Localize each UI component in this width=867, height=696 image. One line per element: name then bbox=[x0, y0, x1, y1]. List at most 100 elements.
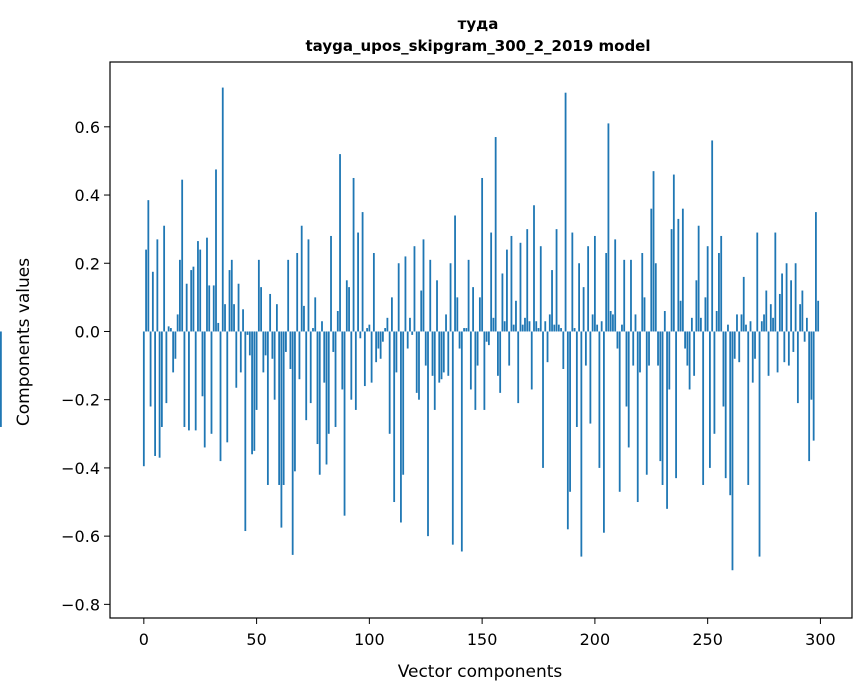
bar bbox=[377, 331, 380, 349]
bar bbox=[598, 331, 601, 468]
bar bbox=[345, 280, 348, 332]
bar bbox=[731, 331, 734, 571]
bar bbox=[587, 246, 590, 332]
bar bbox=[391, 297, 393, 332]
bar bbox=[733, 331, 736, 359]
bar bbox=[718, 253, 720, 332]
bar bbox=[634, 314, 637, 332]
bar bbox=[361, 212, 364, 332]
bar bbox=[612, 314, 614, 332]
bar bbox=[614, 239, 617, 332]
bar bbox=[183, 331, 186, 427]
bar bbox=[151, 271, 154, 332]
bar bbox=[485, 331, 488, 342]
bar bbox=[515, 300, 517, 332]
bar bbox=[352, 177, 355, 332]
x-tick-label: 200 bbox=[580, 630, 611, 649]
bar bbox=[359, 331, 362, 339]
bar bbox=[285, 331, 287, 352]
bar bbox=[262, 331, 265, 373]
bar bbox=[564, 92, 567, 332]
bar bbox=[251, 331, 253, 455]
bar bbox=[555, 229, 558, 332]
bar bbox=[194, 331, 197, 431]
bar bbox=[530, 331, 533, 390]
bar bbox=[217, 322, 220, 332]
bar bbox=[438, 331, 441, 383]
bar bbox=[711, 140, 714, 332]
bar bbox=[190, 270, 193, 332]
bar bbox=[309, 331, 312, 404]
bar bbox=[169, 328, 172, 332]
bar bbox=[627, 331, 630, 448]
bar bbox=[483, 331, 486, 410]
bar bbox=[501, 273, 504, 332]
bar bbox=[388, 331, 391, 434]
bar bbox=[713, 331, 716, 434]
bar bbox=[715, 311, 718, 332]
bar bbox=[248, 331, 251, 356]
bar bbox=[303, 305, 305, 332]
bar bbox=[298, 331, 301, 380]
bar bbox=[203, 331, 206, 448]
bar bbox=[172, 331, 175, 373]
bar bbox=[654, 263, 657, 332]
bar bbox=[402, 331, 405, 475]
bar bbox=[456, 297, 459, 332]
bar bbox=[815, 212, 817, 332]
bar bbox=[379, 331, 382, 359]
y-axis-ticks: −0.8 −0.6 −0.4 −0.2 0.0 0.2 0.4 0.6 bbox=[61, 118, 110, 614]
chart-title: туда bbox=[458, 15, 499, 33]
bar bbox=[454, 215, 456, 332]
bar bbox=[420, 290, 423, 332]
bar bbox=[706, 246, 709, 332]
bar bbox=[593, 235, 596, 332]
bar bbox=[548, 314, 551, 332]
bar bbox=[537, 328, 540, 332]
bar bbox=[406, 331, 409, 349]
bar bbox=[366, 328, 368, 332]
bar bbox=[616, 331, 619, 349]
bar bbox=[273, 331, 276, 400]
bar bbox=[519, 242, 522, 332]
bar bbox=[533, 205, 535, 332]
bar bbox=[794, 263, 797, 332]
bar bbox=[702, 331, 705, 485]
bar bbox=[808, 331, 811, 462]
bar bbox=[539, 246, 542, 332]
chart-subtitle: tayga_upos_skipgram_300_2_2019 model bbox=[306, 37, 651, 55]
bar bbox=[188, 331, 190, 431]
y-axis-label: Components values bbox=[14, 258, 34, 426]
y-tick-label: −0.4 bbox=[61, 459, 100, 478]
bar bbox=[158, 331, 161, 458]
bar bbox=[323, 331, 326, 383]
bar bbox=[418, 331, 420, 400]
bar bbox=[810, 331, 813, 400]
bar bbox=[192, 266, 195, 332]
bar bbox=[237, 283, 240, 332]
bar bbox=[463, 328, 465, 332]
bar bbox=[580, 331, 583, 557]
bar bbox=[508, 331, 511, 366]
bar bbox=[185, 283, 188, 332]
bar bbox=[212, 285, 215, 332]
bar bbox=[578, 263, 580, 332]
bar bbox=[769, 304, 772, 332]
bar bbox=[384, 328, 387, 332]
bar bbox=[339, 154, 341, 332]
bar bbox=[704, 297, 707, 332]
bar bbox=[449, 263, 452, 332]
bar bbox=[643, 297, 646, 332]
bar bbox=[370, 331, 373, 383]
bar bbox=[796, 331, 799, 404]
bar bbox=[573, 328, 576, 332]
bar bbox=[433, 331, 436, 410]
bar bbox=[208, 285, 211, 332]
bar bbox=[174, 331, 177, 359]
bar bbox=[257, 259, 260, 332]
bar bbox=[648, 331, 650, 366]
bar bbox=[526, 229, 529, 332]
bar bbox=[693, 331, 696, 376]
x-tick-label: 100 bbox=[354, 630, 385, 649]
bar bbox=[742, 276, 745, 332]
